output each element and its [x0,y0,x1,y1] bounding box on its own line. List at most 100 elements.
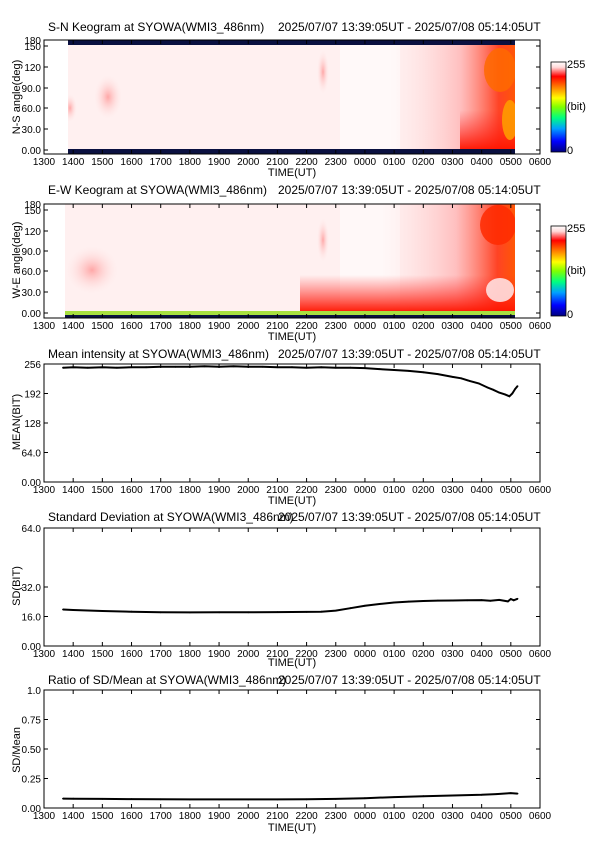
mean-x-tick-label: 0600 [529,485,552,496]
sd-data-point [509,598,512,600]
mean-frame [43,363,541,483]
ew-keogram-x-tick-label: 2100 [266,321,289,332]
mean-data-point [145,366,148,369]
sd-data-point [349,607,352,610]
mean-x-tick-label: 1800 [179,485,202,496]
ratio-ylabel: SD/Mean [11,727,23,773]
sd-x-tick-label: 0400 [471,649,494,660]
sd-x-tick-label: 0600 [529,649,552,660]
ratio-data-point [334,798,337,800]
mean-x-tick-label: 0300 [441,485,464,496]
sd-ylabel: SD(BIT) [11,566,23,606]
ratio-data-point [159,798,162,801]
mean-data-point [514,388,517,390]
mean-x-tick-label: 1900 [208,485,231,496]
sd-data-point [498,599,501,601]
sd-x-tick-label: 1900 [208,649,231,660]
ew-colorbar-unit: (bit) [567,265,586,277]
sn-keogram-image [65,40,518,154]
ratio-data-point [276,798,279,801]
mean-data-point [203,365,206,368]
ratio-data-point [62,797,64,800]
sn-keogram-x-tick-label: 0000 [354,157,377,168]
sn-keogram-date-range: 2025/07/07 13:39:05UT - 2025/07/08 05:14… [278,20,541,34]
mean-x-tick-label: 2100 [266,485,289,496]
mean-y-tick-label: 128 [24,419,41,430]
ew-keogram-x-tick-label: 1600 [120,321,143,332]
sn-keogram-y-tick-label: 180 [24,36,41,47]
sn-keogram-x-tick-label: 2300 [325,157,348,168]
ew-keogram-x-tick-label: 1500 [91,321,114,332]
ew-keogram-x-tick-label: 1800 [179,321,202,332]
sd-data-point [422,600,425,602]
mean-x-tick-label: 0200 [412,485,435,496]
sn-keogram-y-tick-label: 90.0 [22,84,42,95]
ratio-y-tick-label: 1.0 [27,686,41,697]
sn-keogram-x-tick-label: 1800 [179,157,202,168]
ew-keogram-x-tick-label: 0200 [412,321,435,332]
mean-data-point [516,385,519,387]
ew-keogram-panel: E-W Keogram at SYOWA(WMI3_486nm) 2025/07… [11,183,586,343]
ew-keogram-y-tick-label: 180 [24,200,41,211]
sn-keogram-title: S-N Keogram at SYOWA(WMI3_486nm) [48,20,264,34]
sn-keogram-x-tick-label: 1400 [62,157,85,168]
ratio-data-point [218,798,221,801]
mean-data-point [72,366,75,369]
sn-keogram-x-tick-label: 0600 [529,157,552,168]
ew-keogram-x-tick-label: 1400 [62,321,85,332]
ew-keogram-title: E-W Keogram at SYOWA(WMI3_486nm) [48,183,267,197]
sd-series-line [62,597,518,614]
ew-keogram-x-tick-label: 2200 [295,321,318,332]
sn-colorbar-min: 0 [567,145,573,157]
sn-keogram-x-tick-label: 2200 [295,157,318,168]
mean-data-point [159,365,162,368]
ratio-frame [43,689,541,809]
sn-keogram-x-tick-label: 1300 [33,157,56,168]
ew-keogram-x-tick-label: 0400 [471,321,494,332]
sd-x-tick-label: 1800 [179,649,202,660]
sn-colorbar-max: 255 [567,59,585,71]
mean-data-point [469,380,471,382]
ratio-x-tick-label: 0200 [412,811,435,822]
sd-data-point [130,610,133,613]
sd-data-point [305,611,308,613]
sn-keogram-x-tick-label: 1500 [91,157,114,168]
sn-keogram-x-tick-label: 0100 [383,157,406,168]
sd-y-tick-label: 64.0 [22,524,42,535]
sd-x-tick-label: 0000 [354,649,377,660]
ratio-data-point [516,792,519,795]
sd-data-point [466,599,468,602]
sd-x-tick-label: 0100 [383,649,406,660]
mean-xlabel: TIME(UT) [268,495,316,507]
ew-keogram-x-tick-label: 0300 [441,321,464,332]
mean-y-tick-label: 64.0 [22,449,42,460]
ratio-x-tick-label: 2200 [295,811,318,822]
mean-data-point [232,365,235,368]
ratio-data-point [101,798,104,800]
sd-x-tick-label: 2100 [266,649,289,660]
sd-x-tick-label: 0500 [500,649,523,660]
ratio-x-tick-label: 0300 [441,811,464,822]
ew-keogram-x-tick-label: 2000 [237,321,260,332]
sn-keogram-x-tick-label: 2100 [266,157,289,168]
sn-keogram-x-tick-label: 0500 [500,157,523,168]
sd-x-tick-label: 1300 [33,649,56,660]
ratio-data-point [509,792,512,794]
mean-data-point [378,368,381,370]
ratio-data-point [422,795,425,798]
sd-data-point [378,603,381,605]
ew-keogram-y-tick-label: 150 [24,206,41,217]
mean-x-tick-label: 1400 [62,485,85,496]
ratio-y-tick-label: 0.75 [22,716,42,727]
sd-data-point [407,600,410,603]
ratio-data-point [247,798,250,801]
sd-x-tick-label: 1600 [120,649,143,660]
mean-data-point [498,391,501,394]
ratio-x-tick-label: 2300 [325,811,348,822]
ratio-xlabel: TIME(UT) [268,822,316,834]
mean-data-point [320,366,323,369]
sd-frame [43,527,541,647]
ew-keogram-frame [43,203,541,319]
sd-y-tick-label: 0.00 [22,642,42,653]
ratio-data-point [393,796,395,798]
